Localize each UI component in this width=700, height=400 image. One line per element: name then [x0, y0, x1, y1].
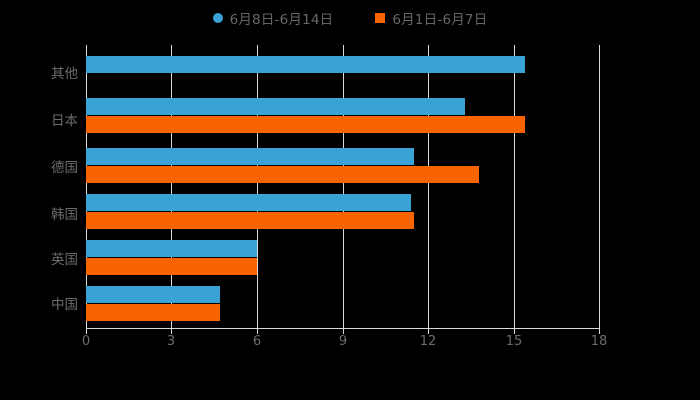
bar-series-2-yingguo[interactable] [86, 258, 257, 275]
legend-label-series-1: 6月8日-6月14日 [229, 12, 334, 28]
y-axis-label-riben: 日本 [51, 113, 78, 129]
gridline-12 [428, 45, 429, 328]
x-tick-12 [428, 328, 429, 334]
x-tick-label-3: 3 [166, 334, 176, 349]
y-axis-label-hanguo: 韩国 [51, 207, 78, 223]
bar-series-1-yingguo[interactable] [86, 240, 257, 257]
x-tick-6 [257, 328, 258, 334]
legend-item-series-2[interactable]: 6月1日-6月7日 [375, 8, 487, 28]
y-axis-label-yingguo: 英国 [51, 252, 78, 268]
x-tick-9 [343, 328, 344, 334]
legend-circle-marker-icon [212, 13, 223, 23]
legend-item-series-1[interactable]: 6月8日-6月14日 [212, 8, 334, 28]
bar-series-2-riben[interactable] [86, 116, 525, 133]
x-tick-label-9: 9 [338, 334, 348, 349]
gridline-0 [86, 45, 87, 328]
x-tick-label-15: 15 [505, 334, 523, 349]
y-axis-label-deguo: 德国 [51, 160, 78, 176]
legend-label-series-2: 6月1日-6月7日 [392, 12, 488, 28]
bar-series-1-deguo[interactable] [86, 148, 414, 165]
x-tick-label-18: 18 [590, 334, 608, 349]
gridline-9 [343, 45, 344, 328]
x-tick-label-6: 6 [252, 334, 262, 349]
x-tick-label-12: 12 [419, 334, 437, 349]
y-axis-label-zhongguo: 中国 [51, 297, 78, 313]
bar-series-1-qita[interactable] [86, 56, 525, 73]
bar-series-2-hanguo[interactable] [86, 212, 414, 229]
bar-series-1-hanguo[interactable] [86, 194, 411, 211]
x-tick-15 [514, 328, 515, 334]
x-tick-label-0: 0 [81, 334, 91, 349]
x-tick-3 [171, 328, 172, 334]
chart-legend: 6月8日-6月14日 6月1日-6月7日 [0, 8, 700, 28]
x-tick-0 [86, 328, 87, 334]
legend-square-marker-icon [375, 13, 386, 23]
gridline-3 [171, 45, 172, 328]
bar-series-1-zhongguo[interactable] [86, 286, 220, 303]
bar-series-2-zhongguo[interactable] [86, 304, 220, 321]
x-tick-18 [599, 328, 600, 334]
bar-series-2-deguo[interactable] [86, 166, 480, 183]
gridline-15 [514, 45, 515, 328]
plot-area [86, 45, 600, 328]
y-axis-label-qita: 其他 [51, 66, 78, 82]
gridline-6 [257, 45, 258, 328]
bar-series-1-riben[interactable] [86, 98, 466, 115]
gridline-18 [599, 45, 600, 328]
